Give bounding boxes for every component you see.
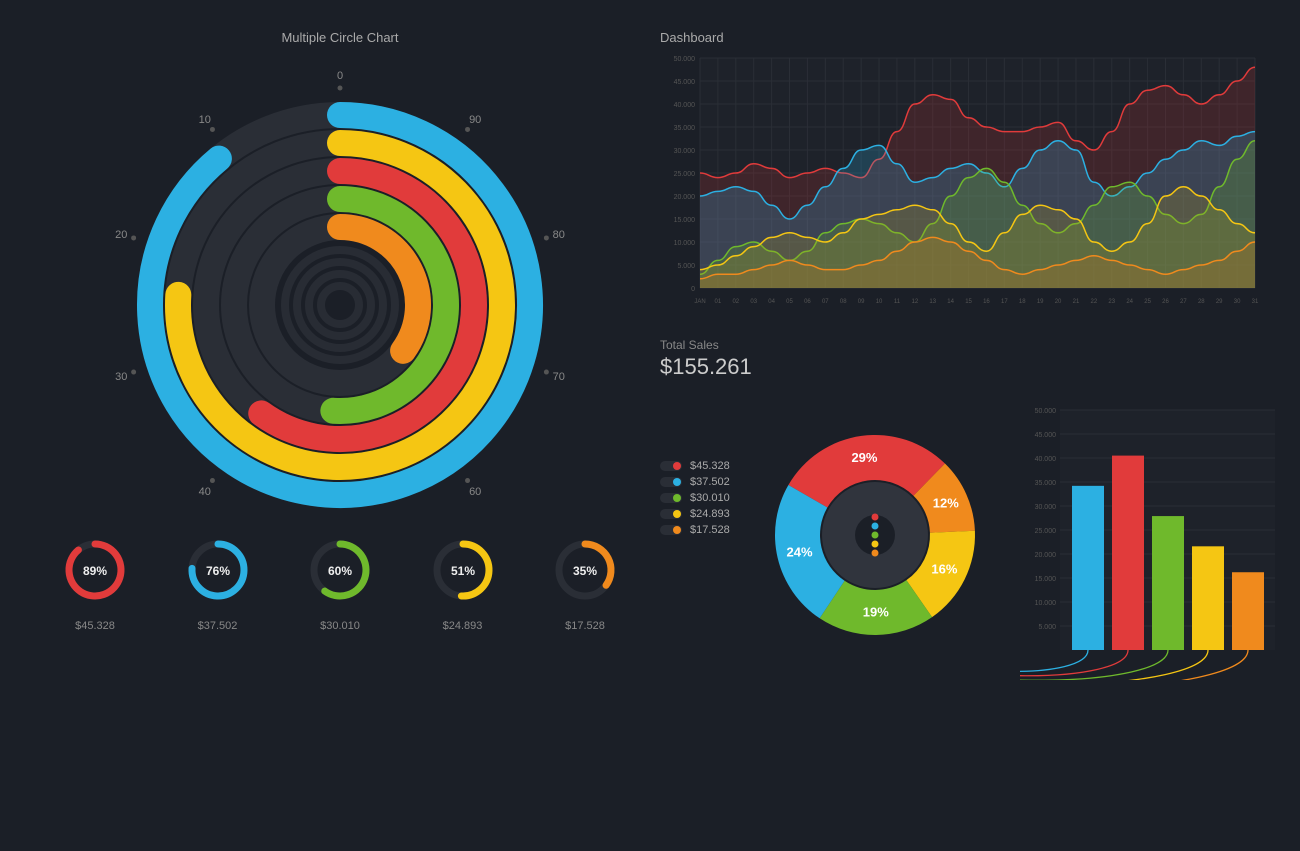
total-sales-value: $155.261 (660, 354, 1280, 380)
legend-item: $17.528 (660, 524, 730, 536)
svg-text:30: 30 (115, 371, 127, 383)
donut-chart: 29% 12% 16% 19% 24% (740, 400, 1010, 670)
multiple-circle-chart: 0908070605040302010 (60, 55, 620, 515)
svg-text:15: 15 (965, 299, 972, 305)
svg-text:15.000: 15.000 (674, 217, 696, 224)
svg-text:25.000: 25.000 (674, 171, 696, 178)
svg-text:08: 08 (840, 299, 847, 305)
svg-text:10: 10 (876, 299, 883, 305)
svg-text:45.000: 45.000 (1034, 432, 1056, 439)
svg-text:31: 31 (1252, 299, 1259, 305)
svg-text:24%: 24% (786, 545, 812, 560)
svg-text:28: 28 (1198, 299, 1205, 305)
svg-text:51%: 51% (450, 564, 474, 578)
svg-text:14: 14 (947, 299, 954, 305)
svg-text:03: 03 (750, 299, 757, 305)
mini-ring: 76%$37.502 (183, 535, 253, 632)
color-legend: $45.328 $37.502 $30.010 $24.893 $17.528 (660, 400, 730, 680)
svg-text:25.000: 25.000 (1034, 528, 1056, 535)
legend-item: $24.893 (660, 508, 730, 520)
svg-text:25: 25 (1144, 299, 1151, 305)
svg-text:5.000: 5.000 (1038, 624, 1056, 631)
svg-text:20: 20 (1055, 299, 1062, 305)
svg-text:10.000: 10.000 (674, 240, 696, 247)
svg-text:89%: 89% (83, 564, 107, 578)
svg-text:18: 18 (1019, 299, 1026, 305)
svg-text:JAN: JAN (694, 299, 705, 305)
svg-text:29: 29 (1216, 299, 1223, 305)
svg-text:10: 10 (199, 114, 211, 126)
svg-text:26: 26 (1162, 299, 1169, 305)
svg-text:12%: 12% (933, 495, 959, 510)
total-sales: Total Sales $155.261 (660, 338, 1280, 380)
right-panel: Dashboard 50.000 45.000 40.000 35.000 30.000… (660, 30, 1280, 680)
mini-ring: 35%$17.528 (550, 535, 620, 632)
mini-ring: 89%$45.328 (60, 535, 130, 632)
svg-text:19: 19 (1037, 299, 1044, 305)
svg-text:19%: 19% (863, 604, 889, 619)
svg-text:20.000: 20.000 (674, 194, 696, 201)
legend-item: $30.010 (660, 492, 730, 504)
svg-text:23: 23 (1108, 299, 1115, 305)
svg-text:50.000: 50.000 (674, 56, 696, 63)
bar-chart: 50.000 45.000 40.000 35.000 30.000 25.000 20.0… (1020, 400, 1280, 680)
svg-text:90: 90 (469, 114, 481, 126)
svg-text:07: 07 (822, 299, 829, 305)
svg-text:5.000: 5.000 (677, 263, 695, 270)
svg-text:50.000: 50.000 (1034, 408, 1056, 415)
svg-text:05: 05 (786, 299, 793, 305)
svg-text:30: 30 (1234, 299, 1241, 305)
svg-text:40.000: 40.000 (674, 102, 696, 109)
svg-text:09: 09 (858, 299, 865, 305)
area-chart: 50.000 45.000 40.000 35.000 30.000 25.000 20.0… (660, 53, 1260, 313)
svg-text:60: 60 (469, 486, 481, 498)
left-panel: Multiple Circle Chart 090807060504030201… (60, 30, 620, 680)
total-sales-label: Total Sales (660, 338, 1280, 352)
svg-text:35.000: 35.000 (674, 125, 696, 132)
legend-item: $37.502 (660, 476, 730, 488)
svg-text:29%: 29% (851, 450, 877, 465)
svg-text:15.000: 15.000 (1034, 576, 1056, 583)
svg-text:60%: 60% (328, 564, 352, 578)
svg-text:01: 01 (715, 299, 722, 305)
svg-text:24: 24 (1126, 299, 1133, 305)
svg-text:40.000: 40.000 (1034, 456, 1056, 463)
mini-ring: 60%$30.010 (305, 535, 375, 632)
svg-text:76%: 76% (205, 564, 229, 578)
dashboard-title: Dashboard (660, 30, 1280, 45)
svg-text:13: 13 (929, 299, 936, 305)
svg-text:40: 40 (199, 486, 211, 498)
svg-text:0: 0 (691, 286, 695, 293)
svg-text:10.000: 10.000 (1034, 600, 1056, 607)
mini-ring: 51%$24.893 (428, 535, 498, 632)
svg-text:22: 22 (1091, 299, 1098, 305)
svg-text:0: 0 (337, 70, 343, 82)
mini-rings-row: 89%$45.328 76%$37.502 60%$30.010 51%$24.893… (60, 535, 620, 632)
svg-text:11: 11 (894, 299, 901, 305)
circle-chart-title: Multiple Circle Chart (60, 30, 620, 45)
svg-text:80: 80 (553, 229, 565, 241)
svg-text:27: 27 (1180, 299, 1187, 305)
svg-text:12: 12 (911, 299, 918, 305)
svg-text:20.000: 20.000 (1034, 552, 1056, 559)
svg-text:21: 21 (1073, 299, 1080, 305)
svg-text:30.000: 30.000 (1034, 504, 1056, 511)
svg-text:35%: 35% (573, 564, 597, 578)
svg-text:70: 70 (553, 371, 565, 383)
legend-item: $45.328 (660, 460, 730, 472)
svg-text:02: 02 (732, 299, 739, 305)
svg-text:30.000: 30.000 (674, 148, 696, 155)
svg-text:16%: 16% (931, 561, 957, 576)
svg-text:04: 04 (768, 299, 775, 305)
svg-text:17: 17 (1001, 299, 1008, 305)
svg-text:35.000: 35.000 (1034, 480, 1056, 487)
svg-text:16: 16 (983, 299, 990, 305)
svg-text:06: 06 (804, 299, 811, 305)
svg-text:20: 20 (115, 229, 127, 241)
svg-text:45.000: 45.000 (674, 79, 696, 86)
